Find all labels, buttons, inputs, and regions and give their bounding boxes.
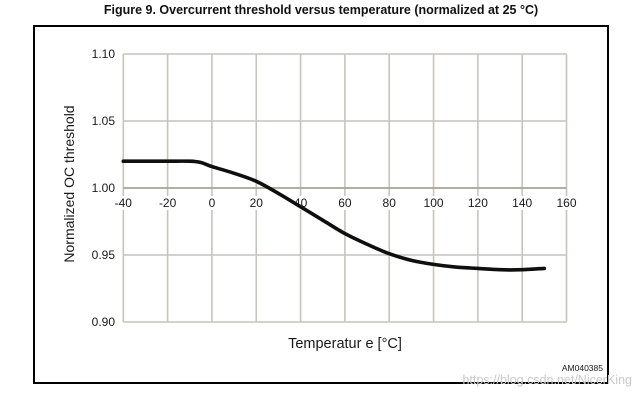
- x-tick-label: 80: [380, 196, 398, 210]
- x-tick-label: 140: [510, 196, 535, 210]
- y-axis-title: Normalized OC threshold: [61, 105, 77, 263]
- x-tick-label: 100: [421, 196, 446, 210]
- figure-title: Figure 9. Overcurrent threshold versus t…: [103, 3, 539, 17]
- x-tick-label: 120: [465, 196, 490, 210]
- figure-code: AM040385: [561, 363, 603, 373]
- x-tick-label: -40: [112, 196, 134, 210]
- y-tick-label: 1.00: [91, 181, 115, 195]
- x-tick-label: -20: [156, 196, 179, 210]
- x-tick-label: 0: [206, 196, 218, 210]
- x-tick-label: 60: [336, 196, 354, 210]
- x-tick-label: 160: [554, 196, 579, 210]
- x-tick-label: 40: [291, 196, 310, 210]
- watermark-text: https://blog.csdn.net/NicerKing: [462, 373, 632, 387]
- y-tick-label: 0.90: [91, 315, 115, 329]
- y-tick-label: 1.10: [91, 47, 115, 61]
- x-axis-title: Temperatur e [°C]: [288, 336, 402, 352]
- y-tick-label: 1.05: [91, 114, 115, 128]
- x-tick-label: 20: [247, 196, 265, 210]
- y-tick-label: 0.95: [91, 248, 115, 262]
